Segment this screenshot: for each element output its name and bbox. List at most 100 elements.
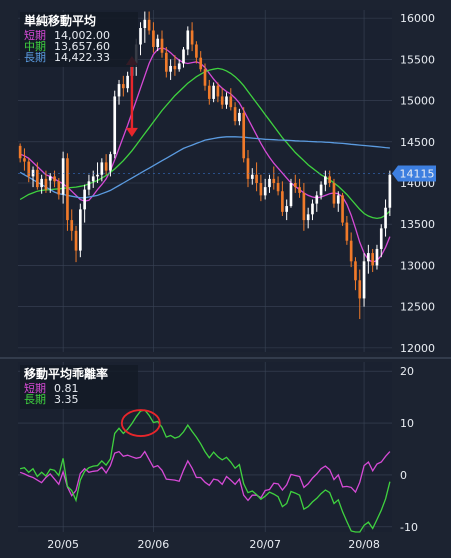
candle-body <box>23 158 26 162</box>
candle-body <box>160 38 164 53</box>
candle-body <box>186 30 190 50</box>
candle-body <box>332 183 336 204</box>
ma-legend-label: 短期 <box>24 28 46 42</box>
candle-body <box>48 176 52 181</box>
deviation-arrow-head-down <box>125 127 138 137</box>
deviation-legend-value: 3.35 <box>54 393 79 406</box>
candle-body <box>319 184 323 196</box>
candle-body <box>83 189 86 210</box>
candle-body <box>164 52 168 72</box>
candle-body <box>354 261 357 281</box>
price-tick-label: 12500 <box>400 301 435 314</box>
candle-body <box>306 214 310 221</box>
ma-legend-value: 14,002.00 <box>54 29 110 42</box>
candle-body <box>220 96 224 105</box>
date-tick-label: 20/06 <box>138 538 170 551</box>
candle-body <box>216 85 220 97</box>
candle-body <box>281 191 284 212</box>
candle-body <box>345 222 349 241</box>
candle-body <box>212 85 215 99</box>
price-tick-label: 13000 <box>400 259 435 272</box>
candle-body <box>169 65 172 72</box>
candle-body <box>190 30 194 45</box>
deviation-legend-label: 短期 <box>24 381 46 395</box>
candle-body <box>311 203 314 215</box>
candle-body <box>199 57 203 70</box>
candle-body <box>53 176 56 182</box>
candle-body <box>195 44 198 58</box>
price-tick-label: 15000 <box>400 95 435 108</box>
candle-body <box>44 178 48 190</box>
price-tick-label: 12000 <box>400 342 435 355</box>
candle-body <box>104 162 108 171</box>
candle-body <box>272 178 276 183</box>
candle-body <box>349 240 353 262</box>
candle-body <box>79 209 82 251</box>
candle-body <box>152 30 155 47</box>
candle-body <box>384 207 387 229</box>
ma-legend-value: 13,657.60 <box>54 40 110 53</box>
candle-body <box>358 280 362 299</box>
candle-body <box>117 84 121 97</box>
date-tick-label: 20/07 <box>249 538 281 551</box>
candle-body <box>250 174 254 179</box>
ma-legend-box <box>20 12 138 67</box>
candle-body <box>289 183 293 207</box>
candle-body <box>143 19 147 29</box>
candle-body <box>367 253 370 262</box>
current-price-tag <box>392 165 436 182</box>
peak-highlight-circle <box>120 409 161 437</box>
candle-body <box>276 183 280 192</box>
candle-body <box>126 75 129 89</box>
deviation-legend-label: 長期 <box>24 393 46 406</box>
deviation-tick-label: -10 <box>400 521 418 534</box>
price-tick-label: 13500 <box>400 218 435 231</box>
candle-body <box>31 169 35 177</box>
current-price-value: 14115 <box>400 168 435 181</box>
candle-body <box>238 112 241 122</box>
candle-body <box>100 162 104 175</box>
candle-body <box>113 96 117 155</box>
price-tick-label: 16000 <box>400 12 435 25</box>
candle-body <box>87 181 91 190</box>
candle-body <box>293 183 297 188</box>
candle-body <box>259 183 263 196</box>
candle-body <box>379 228 383 249</box>
candle-body <box>61 158 65 195</box>
candle-body <box>371 253 374 266</box>
candle-body <box>18 145 22 159</box>
deviation-tick-label: 0 <box>400 469 407 482</box>
candle-body <box>388 174 392 208</box>
candle-body <box>40 178 43 188</box>
candle-body <box>362 261 366 299</box>
deviation-legend-box <box>20 365 138 409</box>
candle-body <box>91 176 95 182</box>
candle-body <box>298 187 301 193</box>
moving-average-line <box>19 136 390 199</box>
candle-body <box>66 158 69 221</box>
deviation-legend-value: 0.81 <box>54 382 79 395</box>
date-tick-label: 20/08 <box>348 538 380 551</box>
candle-body <box>302 192 306 221</box>
candle-body <box>207 85 211 99</box>
candle-body <box>203 69 207 86</box>
candle-body <box>182 49 185 64</box>
candle-body <box>156 38 160 47</box>
candle-body <box>173 65 177 70</box>
candle-body <box>177 63 181 70</box>
candle-body <box>57 181 61 195</box>
candle-body <box>324 176 327 185</box>
candle-body <box>375 248 379 266</box>
candle-body <box>109 154 112 171</box>
price-tick-label: 15500 <box>400 53 435 66</box>
candle-body <box>229 96 233 108</box>
candle-body <box>74 230 78 251</box>
candle-body <box>36 169 39 188</box>
price-tick-label: 14500 <box>400 136 435 149</box>
candle-body <box>70 220 74 231</box>
ma-legend-label: 中期 <box>24 40 46 53</box>
deviation-line <box>19 450 391 502</box>
candle-body <box>255 174 258 183</box>
ma-legend-label: 長期 <box>24 51 46 64</box>
